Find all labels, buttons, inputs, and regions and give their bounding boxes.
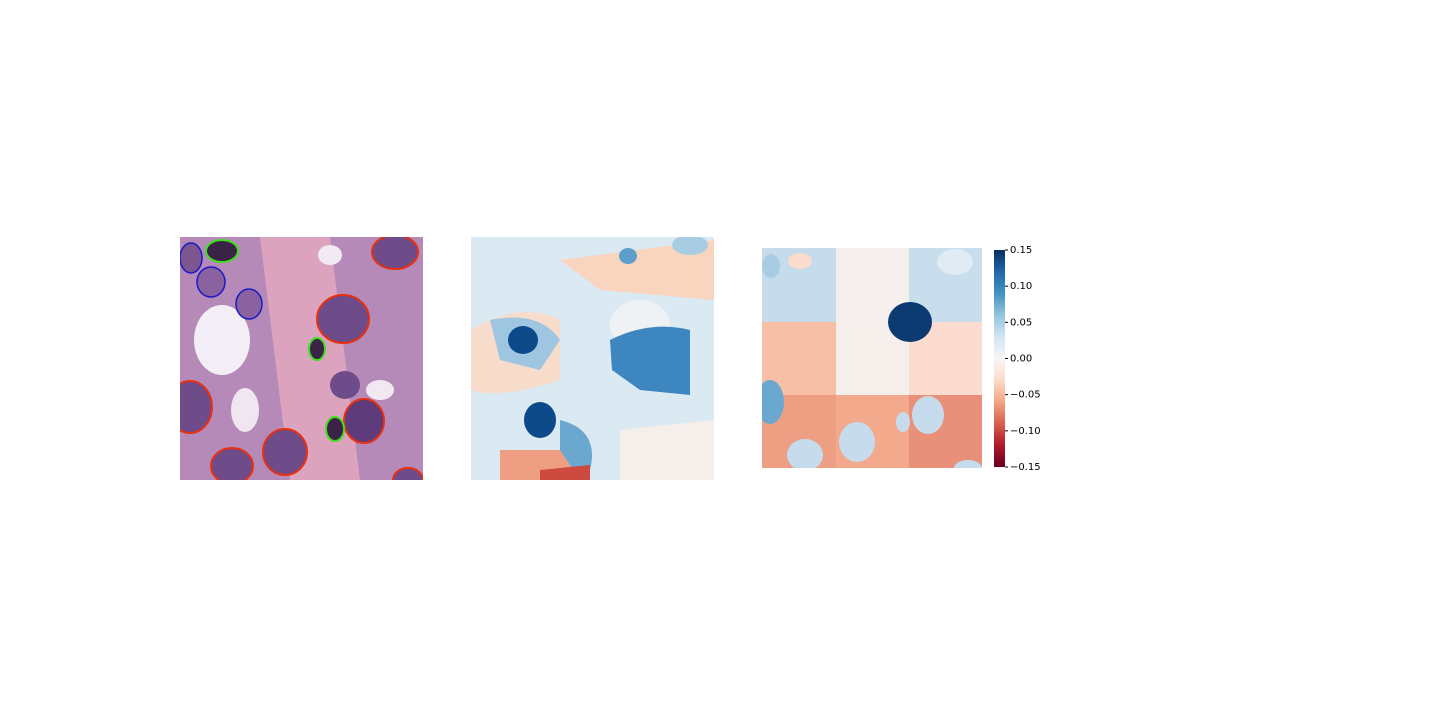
colorbar [994,250,1005,467]
histology-image [180,237,423,480]
colorbar-tick-label: −0.05 [1010,390,1041,401]
colorbar-tick-label: −0.15 [1010,462,1041,473]
colorbar-tick-label: 0.05 [1010,317,1032,328]
colorbar-tick-label: 0.00 [1010,354,1032,365]
colorbar-tick-label: −0.10 [1010,426,1041,437]
grid-attribution-map [762,248,982,468]
attribution-map [471,237,714,480]
colorbar-tick-label: 0.10 [1010,281,1032,292]
colorbar-tick-label: 0.15 [1010,245,1032,256]
